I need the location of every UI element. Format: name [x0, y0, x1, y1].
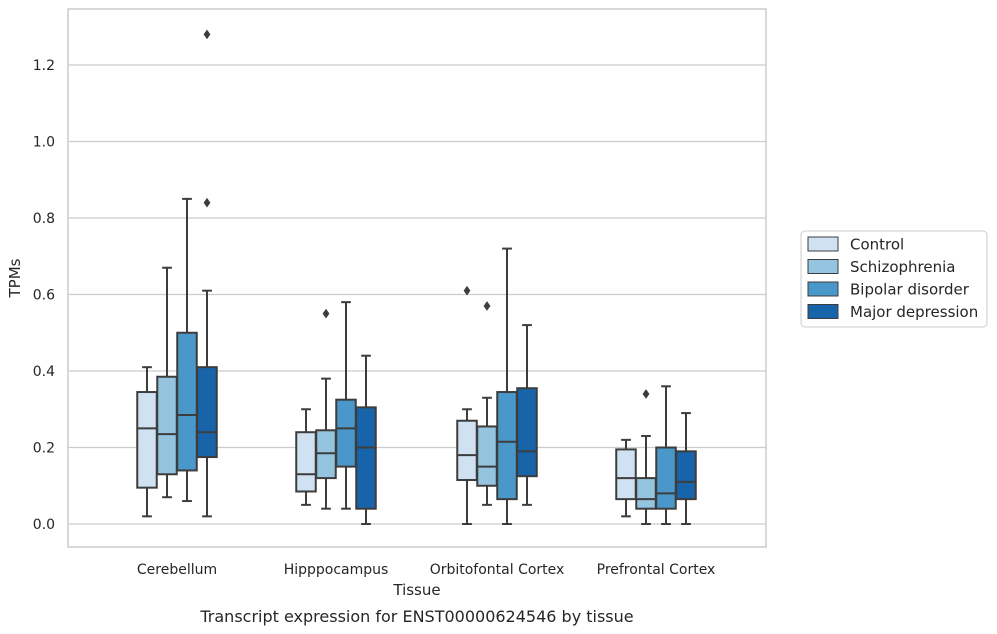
y-axis-ticks: 0.0 0.2 0.4 0.6 0.8 1.0 1.2 — [33, 58, 55, 533]
y-tick-label: 0.0 — [33, 517, 55, 533]
legend-label: Major depression — [850, 303, 978, 321]
x-tick-label: Hipppocampus — [284, 562, 389, 578]
y-axis-title: TPMs — [6, 258, 24, 298]
legend-swatch — [807, 259, 839, 274]
figure-caption: Transcript expression for ENST0000062454… — [199, 607, 633, 626]
x-tick-label: Cerebellum — [137, 562, 217, 578]
legend: Control Schizophrenia Bipolar disorder Majo… — [800, 230, 988, 328]
y-tick-label: 0.6 — [33, 288, 55, 304]
box-bipolar-disorder — [176, 197, 198, 503]
box-body — [335, 398, 357, 468]
x-tick-label: Prefrontal Cortex — [597, 562, 716, 578]
x-tick-label: Orbitofontal Cortex — [430, 562, 565, 578]
box-body — [295, 431, 317, 493]
box-body — [496, 391, 518, 501]
box-body — [476, 425, 498, 487]
box-body — [516, 387, 538, 478]
x-axis-ticks: Cerebellum Hipppocampus Orbitofontal Corte… — [137, 562, 715, 578]
x-axis-title: Tissue — [392, 581, 440, 599]
box-body — [196, 366, 218, 459]
box-major-depression — [196, 29, 218, 518]
box-control — [295, 408, 317, 506]
legend-frame — [800, 230, 988, 328]
legend-label: Control — [850, 236, 904, 254]
box-schizophrenia — [156, 266, 178, 499]
y-tick-label: 1.0 — [33, 135, 55, 151]
outlier-point — [322, 308, 330, 319]
legend-swatch — [807, 281, 839, 297]
box-schizophrenia — [315, 308, 337, 510]
outlier-point — [203, 29, 211, 40]
box-body — [176, 331, 198, 472]
outlier-point — [483, 301, 491, 311]
box-major-depression — [355, 354, 377, 525]
outlier-point — [642, 389, 650, 399]
legend-label: Bipolar disorder — [850, 281, 970, 299]
y-tick-label: 1.2 — [33, 58, 55, 74]
legend-swatch — [807, 304, 839, 319]
box-body — [136, 391, 158, 489]
legend-swatch — [807, 236, 839, 252]
box-body — [635, 477, 657, 510]
box-body — [615, 448, 637, 501]
y-tick-label: 0.2 — [33, 441, 55, 457]
box-major-depression — [675, 412, 697, 525]
legend-label: Schizophrenia — [850, 258, 955, 276]
outlier-point — [203, 197, 211, 208]
box-body — [156, 375, 178, 476]
boxes — [136, 29, 697, 525]
y-tick-label: 0.8 — [33, 211, 55, 227]
box-body — [456, 419, 478, 482]
box-body — [655, 446, 677, 510]
outlier-point — [463, 285, 471, 296]
box-schizophrenia — [635, 389, 657, 525]
y-tick-label: 0.4 — [33, 364, 55, 380]
box-major-depression — [516, 324, 538, 506]
box-control — [615, 438, 637, 518]
box-body — [675, 450, 697, 501]
box-body — [355, 406, 377, 510]
